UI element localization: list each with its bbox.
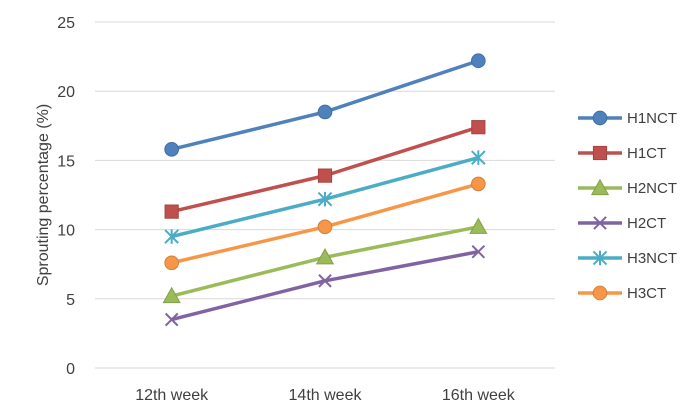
series-h3ct bbox=[164, 176, 486, 271]
y-axis-title: Sprouting percentage (%) bbox=[35, 104, 52, 286]
legend-marker bbox=[592, 110, 608, 126]
y-tick-label: 15 bbox=[57, 153, 75, 170]
y-tick-label: 20 bbox=[57, 84, 75, 101]
data-point-h1nct bbox=[317, 104, 333, 120]
legend-item-h3nct: H3NCT bbox=[578, 250, 677, 267]
data-point-h2nct bbox=[162, 286, 181, 304]
legend-label: H2CT bbox=[627, 215, 666, 232]
legend-marker bbox=[592, 145, 608, 161]
legend-label: H3CT bbox=[627, 285, 666, 302]
data-point-h3nct bbox=[317, 191, 333, 207]
legend-label: H2NCT bbox=[627, 180, 677, 197]
series-h2nct bbox=[162, 217, 488, 304]
legend-marker bbox=[590, 178, 610, 196]
data-point-h3ct bbox=[164, 255, 179, 271]
y-tick-label: 25 bbox=[57, 15, 75, 32]
data-point-h2nct bbox=[469, 217, 488, 234]
legend-item-h1nct: H1NCT bbox=[578, 110, 677, 127]
data-point-h2nct bbox=[315, 248, 335, 265]
series-group bbox=[162, 53, 488, 327]
legend-label: H3NCT bbox=[627, 250, 677, 267]
y-tick-label: 10 bbox=[57, 223, 75, 240]
data-point-h3nct bbox=[471, 150, 486, 165]
data-point-h3nct bbox=[164, 229, 179, 244]
x-tick-label: 12th week bbox=[135, 387, 209, 404]
legend-marker bbox=[592, 285, 608, 301]
legend: H1NCT H1CT H2NCT H2CT H3NCT H3CT bbox=[578, 110, 677, 302]
legend-item-h1ct: H1CT bbox=[578, 145, 666, 162]
y-tick-label: 0 bbox=[66, 361, 75, 378]
x-tick-label: 14th week bbox=[289, 387, 363, 404]
data-point-h1nct bbox=[164, 142, 179, 157]
data-point-h2ct bbox=[471, 244, 486, 259]
series-h1nct bbox=[164, 53, 486, 157]
x-axis-ticks: 12th week 14th week 16th week bbox=[135, 387, 516, 404]
data-point-h3ct bbox=[317, 219, 333, 235]
legend-item-h2nct: H2NCT bbox=[578, 178, 677, 197]
legend-marker bbox=[592, 250, 608, 266]
data-point-h1nct bbox=[471, 53, 486, 69]
legend-label: H1NCT bbox=[627, 110, 677, 127]
series-h3nct bbox=[164, 150, 486, 244]
data-point-h1ct bbox=[164, 204, 179, 219]
legend-label: H1CT bbox=[627, 145, 666, 162]
data-point-h2ct bbox=[318, 274, 332, 288]
x-tick-label: 16th week bbox=[442, 387, 516, 404]
series-h2ct bbox=[164, 244, 486, 327]
data-point-h1ct bbox=[317, 168, 333, 183]
series-h1ct bbox=[164, 120, 486, 219]
legend-item-h3ct: H3CT bbox=[578, 285, 666, 302]
y-tick-label: 5 bbox=[66, 292, 75, 309]
data-point-h3ct bbox=[471, 176, 486, 192]
legend-item-h2ct: H2CT bbox=[578, 215, 666, 232]
legend-marker bbox=[593, 216, 607, 230]
y-axis-ticks: 0 5 10 15 20 25 bbox=[57, 15, 75, 378]
data-point-h2ct bbox=[164, 312, 179, 327]
data-point-h1ct bbox=[471, 120, 486, 135]
